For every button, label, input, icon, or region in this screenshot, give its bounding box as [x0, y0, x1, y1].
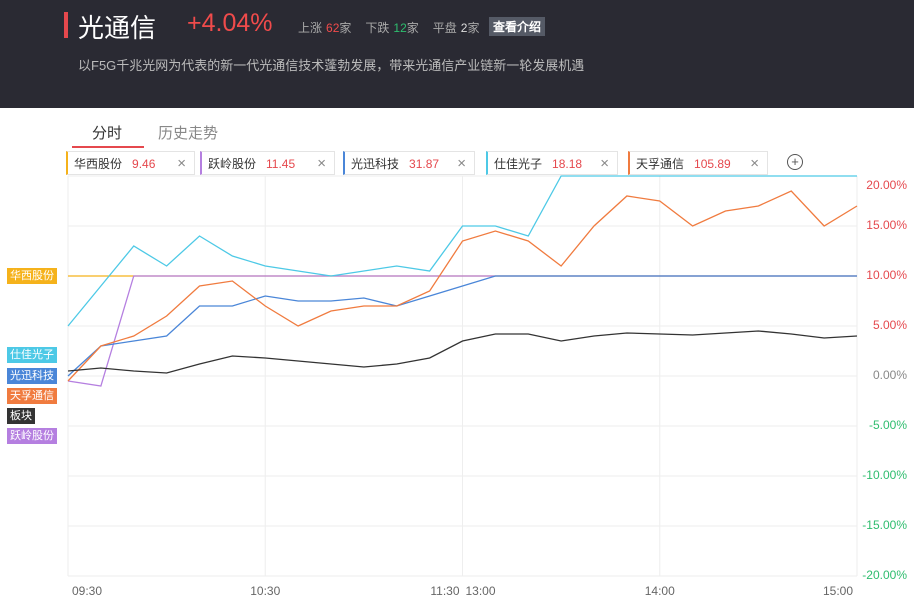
- series-tag: 天孚通信: [7, 388, 57, 404]
- tab[interactable]: 历史走势: [158, 125, 219, 142]
- change: +4.04%: [187, 9, 273, 37]
- x-tick-label: 14:00: [645, 584, 675, 598]
- description: 以F5G千兆光网为代表的新一代光通信技术蓬勃发展，带来光通信产业链新一轮发展机遇: [78, 58, 585, 73]
- title-bar: [64, 12, 68, 38]
- series-line: [67, 175, 857, 327]
- y-tick-label: -15.00%: [862, 518, 907, 532]
- x-tick-label: 11:30: [430, 584, 459, 598]
- series-line: [67, 330, 858, 374]
- stat-label: 平盘: [432, 21, 457, 35]
- stat-label: 上涨: [298, 21, 323, 35]
- title: 光通信: [78, 13, 157, 43]
- stat-count: 62: [326, 21, 340, 35]
- chip-close[interactable]: ×: [600, 155, 609, 172]
- chip-price: 9.46: [132, 157, 156, 171]
- chip-name: 天孚通信: [636, 157, 685, 171]
- chip-name: 跃岭股份: [208, 157, 257, 171]
- series-tag: 跃岭股份: [7, 428, 57, 444]
- y-tick-label: -10.00%: [862, 468, 907, 482]
- series-tag: 华西股份: [7, 268, 57, 284]
- chip-close[interactable]: ×: [177, 155, 186, 172]
- chip-price: 31.87: [409, 157, 440, 171]
- tab-underline: [72, 146, 144, 148]
- chip-price: 11.45: [266, 157, 296, 171]
- stat-count: 2: [460, 21, 468, 35]
- chip-price: 18.18: [552, 157, 583, 171]
- chip-close[interactable]: ×: [317, 155, 326, 172]
- chip-name: 仕佳光子: [494, 157, 543, 171]
- stock-chip: 华西股份 9.46 ×: [66, 151, 195, 175]
- intro-button[interactable]: 查看介绍: [489, 17, 546, 36]
- chip-name: 光迅科技: [351, 157, 400, 171]
- y-tick-label: 15.00%: [866, 218, 907, 232]
- y-tick-label: -20.00%: [862, 568, 907, 582]
- chip-price: 105.89: [694, 157, 731, 171]
- y-tick-label: 5.00%: [873, 318, 907, 332]
- y-tick-label: 10.00%: [866, 268, 907, 282]
- stock-chip: 跃岭股份 11.45 ×: [200, 151, 335, 175]
- y-tick-label: 20.00%: [866, 178, 907, 192]
- add-button[interactable]: +: [787, 154, 803, 170]
- stat-unit: 家: [467, 21, 480, 35]
- chip-close[interactable]: ×: [457, 155, 466, 172]
- y-tick-label: -5.00%: [869, 418, 907, 432]
- series-tag: 光迅科技: [7, 368, 57, 384]
- stat-count: 12: [393, 21, 407, 35]
- tab[interactable]: 分时: [92, 125, 123, 142]
- x-tick-label: 10:30: [250, 584, 280, 598]
- x-tick-label: 13:00: [466, 584, 496, 598]
- header: 光通信 +4.04% 上涨 62家 下跌 12家 平盘 2家 查看介绍 以F5G千兆光网为…: [0, 0, 914, 108]
- series-tag: 板块: [7, 408, 35, 424]
- stats: 上涨 62家 下跌 12家 平盘 2家: [298, 19, 480, 36]
- stat-unit: 家: [406, 21, 419, 35]
- series-tag: 仕佳光子: [7, 347, 57, 363]
- series-line: [67, 190, 858, 382]
- stat-label: 下跌: [365, 21, 390, 35]
- stock-chip: 光迅科技 31.87 ×: [343, 151, 475, 175]
- stock-chip: 仕佳光子 18.18 ×: [486, 151, 618, 175]
- chip-close[interactable]: ×: [750, 155, 759, 172]
- chip-name: 华西股份: [74, 157, 123, 171]
- x-tick-label: 09:30: [72, 584, 102, 598]
- y-tick-label: 0.00%: [873, 368, 907, 382]
- x-tick-label: 15:00: [823, 584, 853, 598]
- stock-chip: 天孚通信 105.89 ×: [628, 151, 768, 175]
- stat-unit: 家: [339, 21, 352, 35]
- series-line: [67, 275, 857, 377]
